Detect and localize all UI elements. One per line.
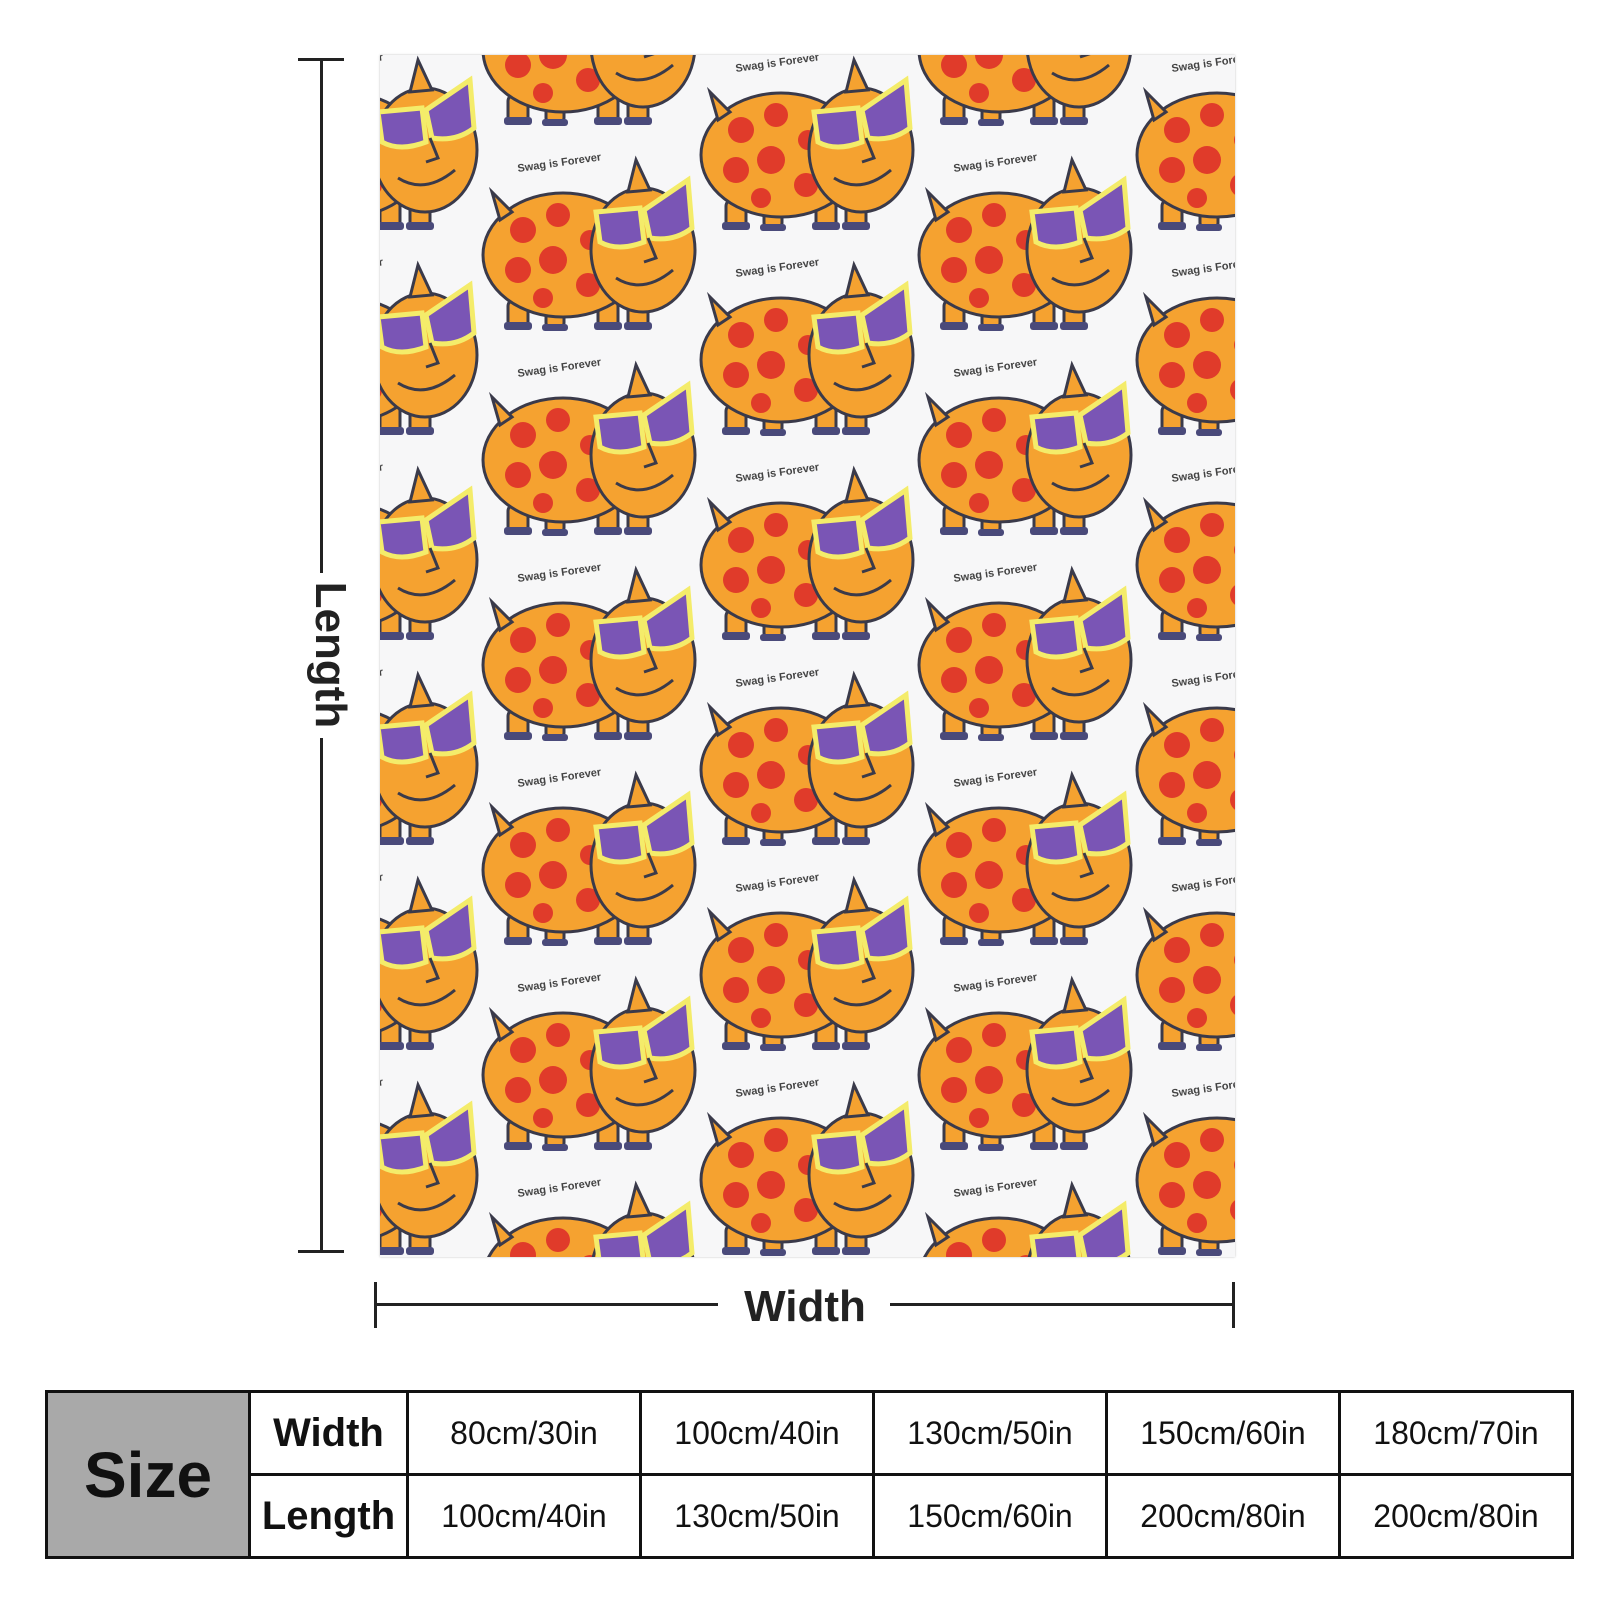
row-label-length: Length bbox=[248, 1473, 409, 1559]
rhino-motif bbox=[380, 666, 477, 846]
blanket-preview: Swag is Forever bbox=[380, 55, 1235, 1257]
table-cell: 180cm/70in bbox=[1338, 1390, 1574, 1476]
table-cell: 100cm/40in bbox=[406, 1473, 642, 1559]
rhino-motif bbox=[380, 871, 477, 1051]
rhino-motif bbox=[701, 55, 913, 231]
rhino-motif bbox=[919, 55, 1131, 126]
rhino-motif bbox=[483, 561, 695, 741]
rhino-motif bbox=[1137, 1076, 1235, 1256]
rhino-motif bbox=[483, 55, 695, 126]
size-header: Size bbox=[45, 1390, 251, 1559]
rhino-motif bbox=[919, 356, 1131, 536]
rhino-motif bbox=[483, 1176, 695, 1257]
rhino-motif bbox=[919, 971, 1131, 1151]
table-cell: 80cm/30in bbox=[406, 1390, 642, 1476]
table-cell: 200cm/80in bbox=[1338, 1473, 1574, 1559]
length-line-lower bbox=[320, 738, 323, 1253]
rhino-motif bbox=[380, 1076, 477, 1256]
table-cell: 150cm/60in bbox=[872, 1473, 1108, 1559]
width-line-left bbox=[374, 1303, 718, 1306]
row-label-width: Width bbox=[248, 1390, 409, 1476]
rhino-motif bbox=[483, 971, 695, 1151]
rhino-motif bbox=[380, 55, 477, 231]
rhino-motif bbox=[1137, 256, 1235, 436]
width-label: Width bbox=[744, 1282, 866, 1331]
rhino-motif bbox=[701, 871, 913, 1051]
table-cell: 150cm/60in bbox=[1105, 1390, 1341, 1476]
table-row: Size Width 80cm/30in 100cm/40in 130cm/50… bbox=[45, 1390, 1574, 1559]
rhino-motif bbox=[919, 766, 1131, 946]
width-line-right bbox=[890, 1303, 1234, 1306]
rhino-motif bbox=[1137, 666, 1235, 846]
rhino-motif bbox=[701, 461, 913, 641]
length-line-upper bbox=[320, 58, 323, 573]
rhino-pattern: Swag is Forever bbox=[380, 55, 1235, 1257]
rhino-motif bbox=[483, 356, 695, 536]
rhino-motif bbox=[483, 151, 695, 331]
size-table: Size Width 80cm/30in 100cm/40in 130cm/50… bbox=[45, 1390, 1574, 1559]
rhino-motif bbox=[701, 666, 913, 846]
rhino-motif bbox=[919, 1176, 1131, 1257]
table-cell: 130cm/50in bbox=[872, 1390, 1108, 1476]
rhino-motif bbox=[1137, 871, 1235, 1051]
rhino-motif bbox=[380, 256, 477, 436]
table-cell: 130cm/50in bbox=[639, 1473, 875, 1559]
length-label: Length bbox=[306, 581, 355, 729]
rhino-motif bbox=[1137, 55, 1235, 231]
rhino-motif bbox=[1137, 461, 1235, 641]
rhino-motif bbox=[919, 151, 1131, 331]
rhino-motif bbox=[380, 461, 477, 641]
rhino-motif bbox=[701, 256, 913, 436]
table-cell: 100cm/40in bbox=[639, 1390, 875, 1476]
table-row: Length 100cm/40in 130cm/50in 150cm/60in … bbox=[47, 1473, 1574, 1559]
rhino-motif bbox=[483, 766, 695, 946]
rhino-motif bbox=[919, 561, 1131, 741]
table-cell: 200cm/80in bbox=[1105, 1473, 1341, 1559]
rhino-motif bbox=[701, 1076, 913, 1256]
